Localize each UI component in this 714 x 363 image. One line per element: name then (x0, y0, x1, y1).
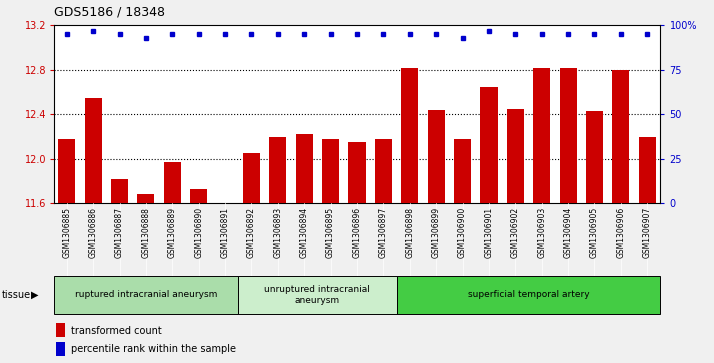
Bar (639, 136, 656, 203)
Text: GSM1306897: GSM1306897 (379, 207, 388, 258)
Bar (269, 136, 286, 203)
Bar (111, 179, 128, 203)
Text: GSM1306885: GSM1306885 (62, 207, 71, 258)
Bar (164, 162, 181, 203)
Text: GSM1306888: GSM1306888 (141, 207, 151, 258)
Text: percentile rank within the sample: percentile rank within the sample (71, 344, 236, 354)
Bar (56, 323, 65, 338)
Text: GSM1306900: GSM1306900 (458, 207, 467, 258)
Text: GSM1306892: GSM1306892 (247, 207, 256, 258)
Text: GDS5186 / 18348: GDS5186 / 18348 (54, 5, 164, 18)
Bar (560, 68, 577, 203)
Bar (533, 68, 550, 203)
Bar (84, 98, 101, 203)
Bar (296, 134, 313, 203)
Bar (238, 276, 396, 314)
Text: GSM1306894: GSM1306894 (300, 207, 308, 258)
Bar (428, 110, 445, 203)
Text: GSM1306899: GSM1306899 (432, 207, 441, 258)
Bar (375, 139, 392, 203)
Text: unruptured intracranial
aneurysm: unruptured intracranial aneurysm (264, 285, 371, 305)
Text: GSM1306893: GSM1306893 (273, 207, 282, 258)
Text: GSM1306902: GSM1306902 (511, 207, 520, 258)
Text: GSM1306901: GSM1306901 (484, 207, 493, 258)
Bar (322, 139, 339, 203)
Bar (454, 139, 471, 203)
Bar (58, 139, 75, 203)
Text: GSM1306903: GSM1306903 (537, 207, 546, 258)
Bar (54, 276, 238, 314)
Text: GSM1306896: GSM1306896 (353, 207, 361, 258)
Text: GSM1306887: GSM1306887 (115, 207, 124, 258)
Text: GSM1306886: GSM1306886 (89, 207, 98, 258)
Text: GSM1306898: GSM1306898 (406, 207, 414, 258)
Text: GSM1306906: GSM1306906 (616, 207, 625, 258)
Bar (348, 142, 366, 203)
Text: GSM1306889: GSM1306889 (168, 207, 177, 258)
Bar (586, 111, 603, 203)
Text: GSM1306895: GSM1306895 (326, 207, 335, 258)
Text: transformed count: transformed count (71, 326, 161, 336)
Text: GSM1306890: GSM1306890 (194, 207, 203, 258)
Bar (396, 276, 660, 314)
Text: superficial temporal artery: superficial temporal artery (468, 290, 589, 299)
Bar (401, 68, 418, 203)
Text: GSM1306891: GSM1306891 (221, 207, 230, 258)
Bar (507, 109, 524, 203)
Text: GSM1306905: GSM1306905 (590, 207, 599, 258)
Bar (481, 86, 498, 203)
Bar (613, 70, 630, 203)
Text: tissue: tissue (2, 290, 31, 300)
Text: ruptured intracranial aneurysm: ruptured intracranial aneurysm (75, 290, 217, 299)
Bar (243, 153, 260, 203)
Bar (56, 342, 65, 356)
Text: GSM1306904: GSM1306904 (563, 207, 573, 258)
Bar (190, 189, 207, 203)
Bar (137, 194, 154, 203)
Text: ▶: ▶ (31, 290, 39, 300)
Text: GSM1306907: GSM1306907 (643, 207, 652, 258)
